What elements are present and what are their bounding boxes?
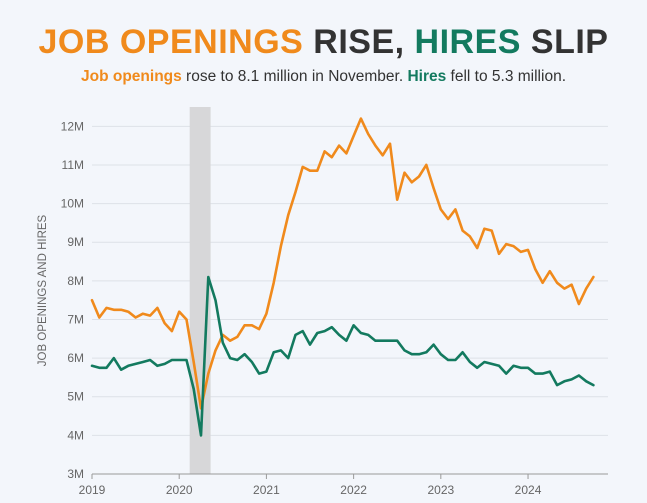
title-openings: JOB OPENINGS [38, 23, 304, 61]
x-tick-label: 2019 [79, 483, 106, 497]
y-axis: 3M 4M 5M 6M 7M 8M 9M 10M 11M 12M [61, 119, 84, 481]
subtitle-hires-text: fell to 5.3 million. [446, 68, 566, 85]
x-tick-label: 2022 [340, 483, 367, 497]
x-tick-label: 2023 [427, 483, 454, 497]
subtitle-openings-text: rose to 8.1 million in November. [181, 68, 408, 85]
chart-subtitle: Job openings rose to 8.1 million in Nove… [0, 68, 647, 86]
subtitle-openings: Job openings [81, 68, 182, 85]
hires-line [90, 275, 595, 437]
y-tick-label: 11M [62, 158, 84, 172]
y-tick-label: 5M [67, 390, 84, 404]
x-tick-label: 2021 [253, 483, 280, 497]
subtitle-hires: Hires [407, 68, 447, 85]
series-lines [90, 117, 595, 437]
y-tick-label: 6M [67, 351, 84, 365]
title-slip: SLIP [520, 23, 609, 61]
title-rise: RISE, [303, 23, 415, 61]
job-openings-line [90, 117, 595, 410]
y-tick-label: 8M [67, 274, 84, 288]
y-tick-label: 3M [67, 467, 84, 481]
y-tick-label: 9M [67, 235, 84, 249]
x-axis: 2019 2020 2021 2022 2023 2024 [79, 473, 608, 497]
y-tick-label: 10M [61, 197, 84, 211]
y-tick-label: 4M [67, 428, 84, 442]
x-tick-label: 2024 [515, 483, 542, 497]
y-axis-label: JOB OPENINGS AND HIRES [37, 214, 49, 366]
grid [92, 125, 608, 475]
y-tick-label: 7M [67, 312, 84, 326]
y-tick-label: 12M [61, 119, 84, 133]
title-hires: HIRES [414, 23, 521, 61]
chart-title: JOB OPENINGS RISE, HIRES SLIP [0, 22, 647, 62]
x-tick-label: 2020 [166, 483, 193, 497]
